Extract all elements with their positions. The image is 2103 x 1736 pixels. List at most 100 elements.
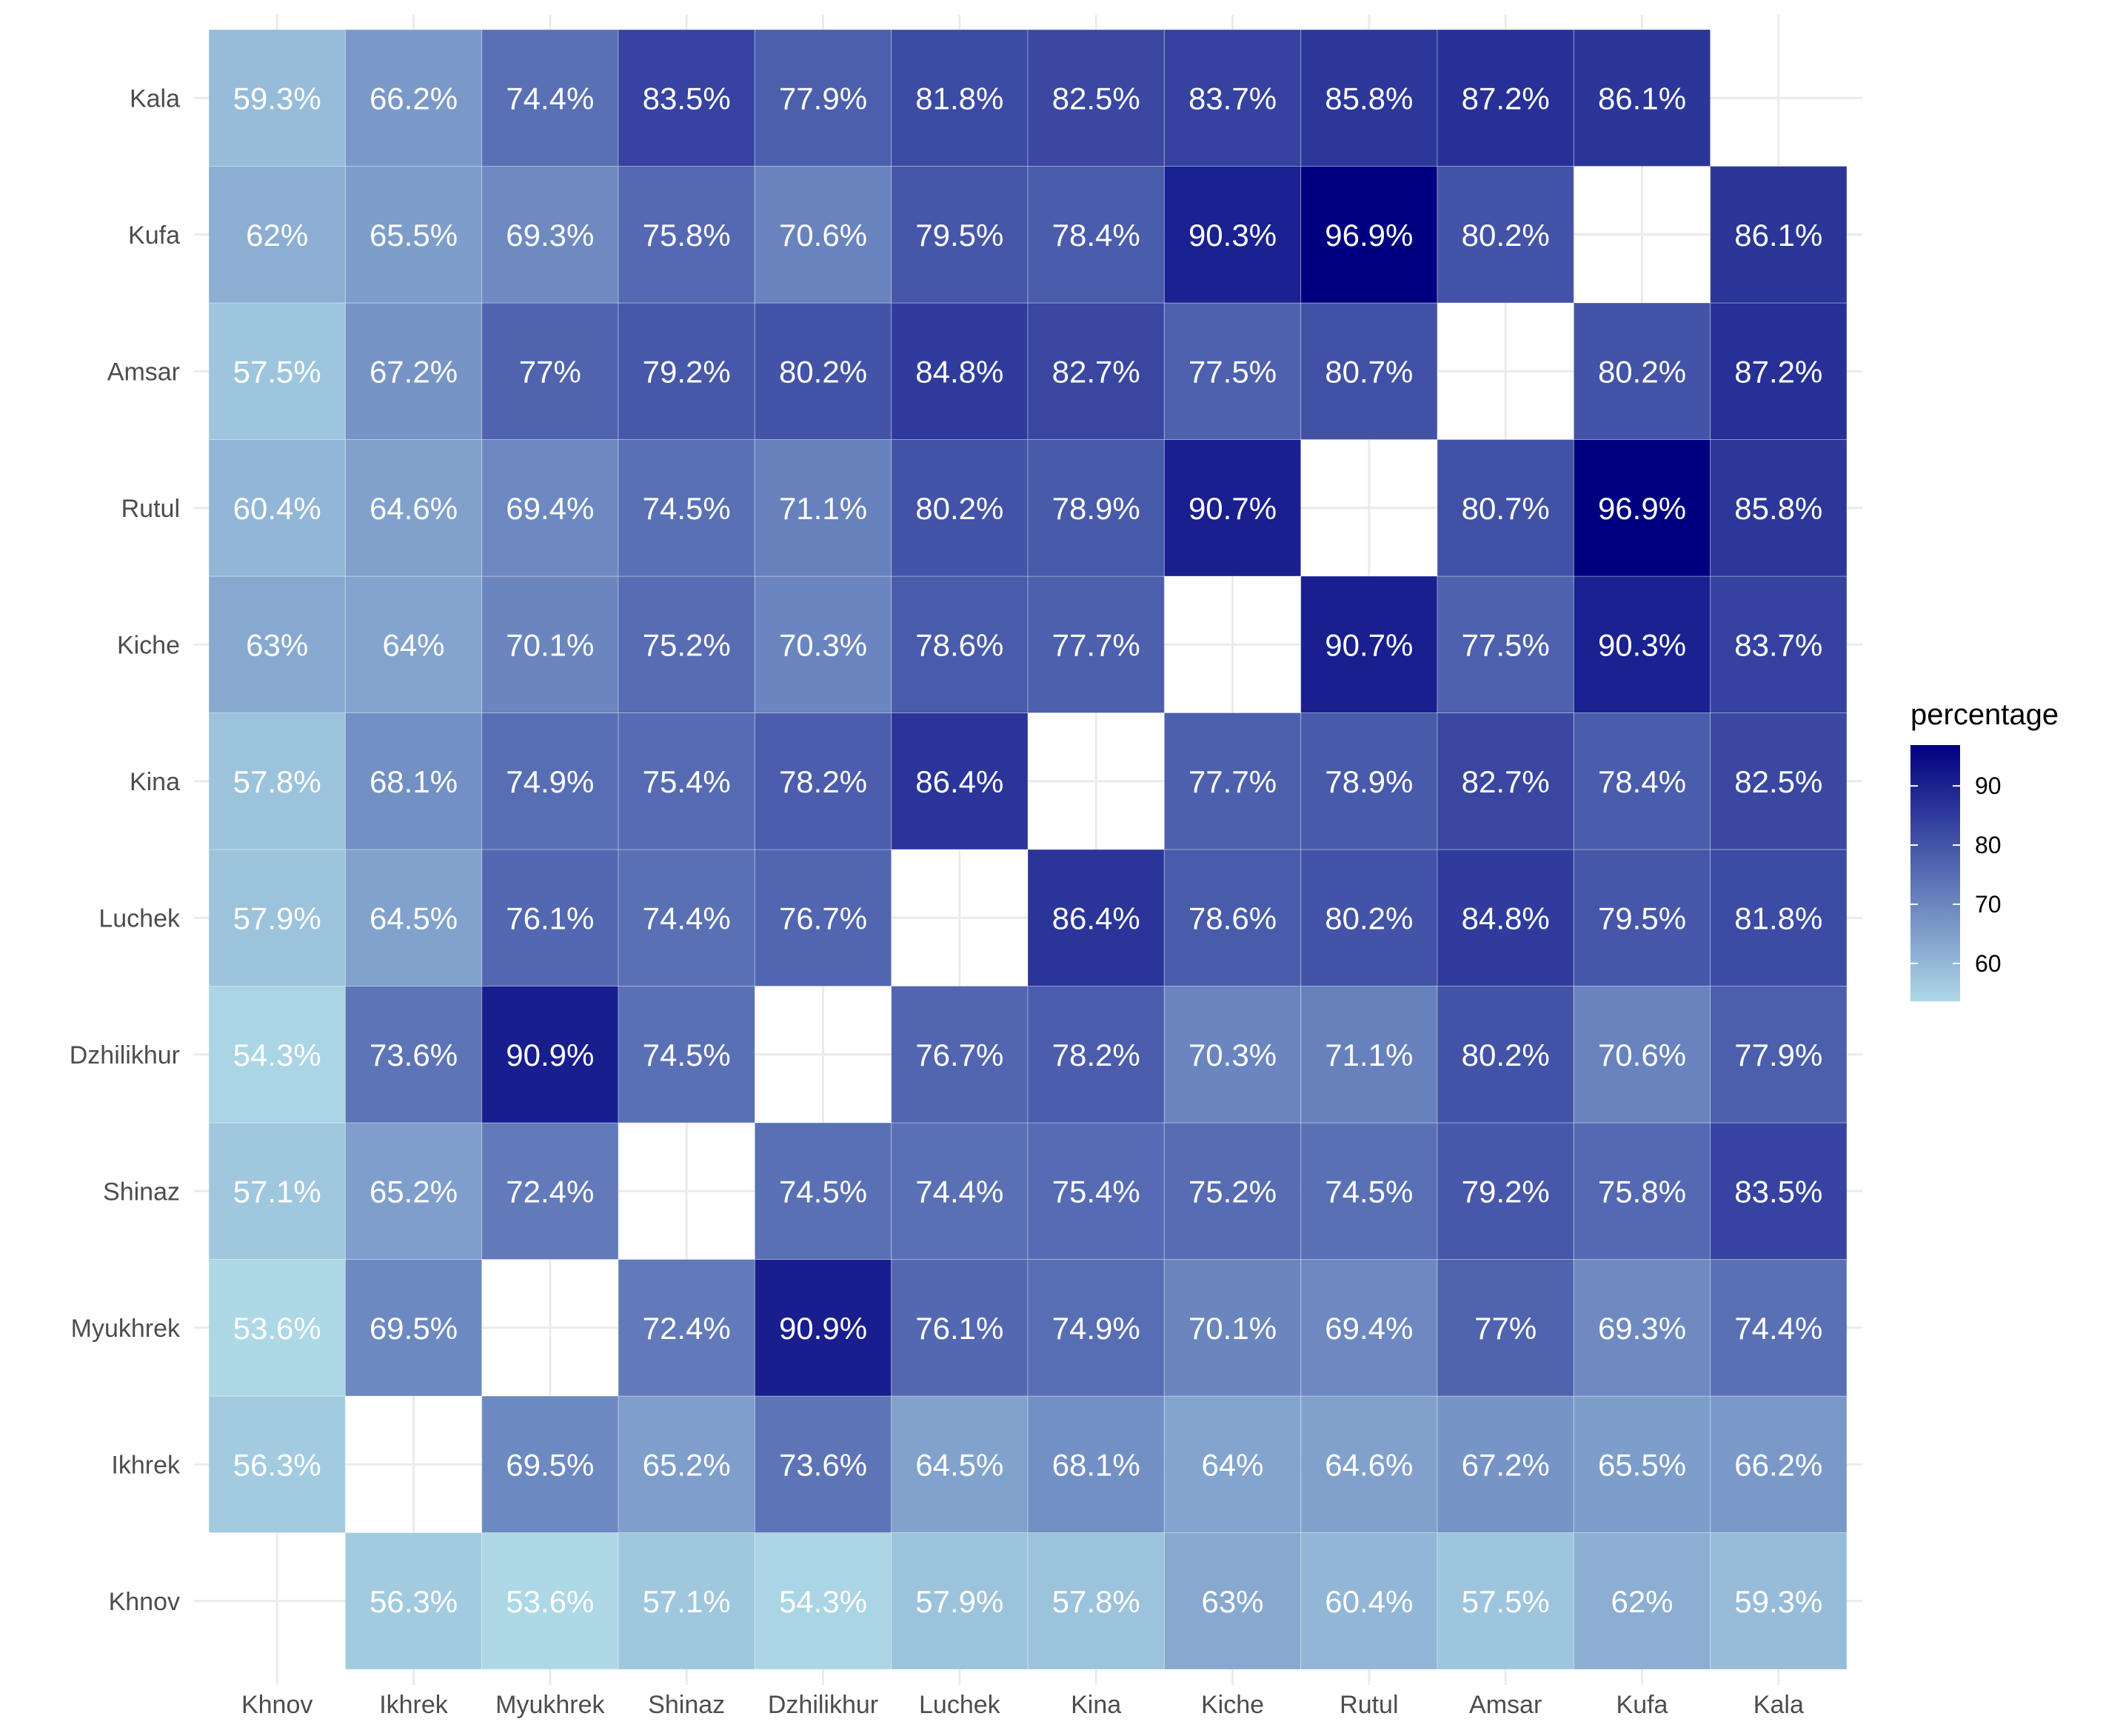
heatmap-cell	[1710, 849, 1848, 986]
y-tick-label: Shinaz	[103, 1178, 180, 1206]
cell-value-label: 56.3%	[370, 1584, 458, 1619]
cell-value-label: 57.1%	[643, 1584, 731, 1619]
heatmap-cell	[1027, 1122, 1165, 1260]
heatmap-cell	[1437, 1122, 1574, 1260]
cell-value-label: 96.9%	[1325, 218, 1413, 253]
heatmap-cell	[1163, 712, 1302, 850]
legend-ticks: 60 70 80 90	[1910, 772, 2002, 977]
cell-value-label: 77.9%	[779, 81, 867, 116]
x-tick-label: Shinaz	[648, 1691, 725, 1719]
heatmap-cell	[1300, 1395, 1438, 1533]
x-tick-label: Kufa	[1616, 1691, 1668, 1719]
heatmap-cell	[1027, 166, 1165, 304]
cell-value-label: 81.8%	[1734, 901, 1822, 935]
heatmap-cell	[344, 166, 483, 304]
cell-value-label: 80.7%	[1462, 491, 1550, 526]
heatmap-cell	[754, 29, 892, 167]
cell-value-label: 62%	[246, 218, 308, 253]
cell-value-label: 74.4%	[1734, 1311, 1822, 1346]
heatmap-cell	[891, 29, 1029, 167]
heatmap-cell	[208, 29, 346, 167]
cell-value-label: 86.4%	[915, 764, 1003, 799]
cell-value-label: 86.4%	[1052, 901, 1140, 935]
cell-value-label: 56.3%	[233, 1447, 321, 1482]
heatmap-cell	[481, 1395, 619, 1533]
heatmap-cell	[1710, 166, 1848, 304]
heatmap-cell	[1027, 29, 1165, 167]
heatmap-cell	[344, 1122, 483, 1260]
cell-value-label: 96.9%	[1598, 491, 1686, 526]
heatmap-cell	[1163, 29, 1302, 167]
cell-value-label: 69.3%	[1598, 1311, 1686, 1346]
cell-value-label: 76.7%	[779, 901, 867, 935]
heatmap-cell	[344, 29, 483, 167]
cell-value-label: 79.2%	[643, 354, 731, 389]
heatmap-cell	[754, 439, 892, 577]
y-tick-label: Amsar	[107, 358, 180, 386]
cell-value-label: 69.5%	[506, 1447, 594, 1482]
heatmap-cell	[1163, 1395, 1302, 1533]
legend-tick-label: 70	[1975, 891, 2002, 918]
heatmap-cell	[1437, 439, 1574, 577]
legend-title: percentage	[1910, 698, 2059, 731]
heatmap-cell	[1573, 1122, 1711, 1260]
heatmap-cell	[754, 849, 892, 986]
cell-value-label: 64.5%	[370, 901, 458, 935]
heatmap-cell	[1437, 29, 1574, 167]
cell-value-label: 64.6%	[370, 491, 458, 526]
cell-value-label: 90.7%	[1325, 627, 1413, 662]
cell-value-label: 66.2%	[1734, 1447, 1822, 1482]
heatmap-cell	[1710, 1532, 1848, 1670]
cell-value-label: 77%	[519, 354, 581, 389]
cell-value-label: 72.4%	[506, 1174, 594, 1209]
cell-value-label: 78.2%	[1052, 1038, 1140, 1072]
y-tick-label: Khnov	[109, 1588, 180, 1616]
cell-value-label: 76.7%	[915, 1038, 1003, 1072]
heatmap-cell	[1027, 575, 1165, 713]
heatmap-cell	[1437, 1259, 1574, 1397]
x-tick-label: Rutul	[1340, 1691, 1398, 1719]
heatmap-cell	[891, 986, 1029, 1124]
cell-value-label: 78.9%	[1325, 764, 1413, 799]
heatmap-cell	[1437, 1395, 1574, 1533]
heatmap-cell	[1573, 1532, 1711, 1670]
legend-tick-label: 90	[1975, 772, 2002, 799]
cell-value-label: 78.2%	[779, 764, 867, 799]
heatmap-cell	[1027, 1259, 1165, 1397]
heatmap-cell	[344, 1259, 483, 1397]
cell-value-label: 54.3%	[233, 1038, 321, 1072]
cell-value-label: 83.5%	[1734, 1174, 1822, 1209]
cell-value-label: 90.7%	[1188, 491, 1277, 526]
cell-value-label: 79.5%	[1598, 901, 1686, 935]
cell-value-label: 74.4%	[643, 901, 731, 935]
cell-value-label: 73.6%	[779, 1447, 867, 1482]
heatmap-cell	[618, 1395, 755, 1533]
cell-value-label: 65.2%	[643, 1447, 731, 1482]
cell-value-label: 65.5%	[370, 218, 458, 253]
cell-value-label: 90.3%	[1188, 218, 1277, 253]
y-tick-label: Dzhilikhur	[70, 1041, 180, 1069]
heatmap-cell	[344, 986, 483, 1124]
heatmap-cell	[208, 712, 346, 850]
x-tick-label: Myukhrek	[495, 1691, 605, 1719]
cell-value-label: 71.1%	[1325, 1038, 1413, 1072]
heatmap-cell	[208, 575, 346, 713]
cell-value-label: 76.1%	[506, 901, 594, 935]
cell-value-label: 75.8%	[1598, 1174, 1686, 1209]
cell-value-label: 69.4%	[506, 491, 594, 526]
cell-value-label: 57.8%	[1052, 1584, 1140, 1619]
heatmap-cell	[1163, 439, 1302, 577]
heatmap-cell	[1300, 166, 1438, 304]
y-tick-label: Kala	[130, 84, 180, 113]
x-tick-label: Khnov	[241, 1691, 312, 1719]
cell-value-label: 74.5%	[643, 1038, 731, 1072]
y-tick-label: Kina	[130, 768, 180, 796]
heatmap-cell	[754, 1259, 892, 1397]
cell-value-label: 84.8%	[1462, 901, 1550, 935]
cell-value-label: 54.3%	[779, 1584, 867, 1619]
heatmap-cell	[208, 439, 346, 577]
heatmap-cell	[481, 1532, 619, 1670]
cell-value-label: 69.5%	[370, 1311, 458, 1346]
heatmap-cell	[1300, 575, 1438, 713]
